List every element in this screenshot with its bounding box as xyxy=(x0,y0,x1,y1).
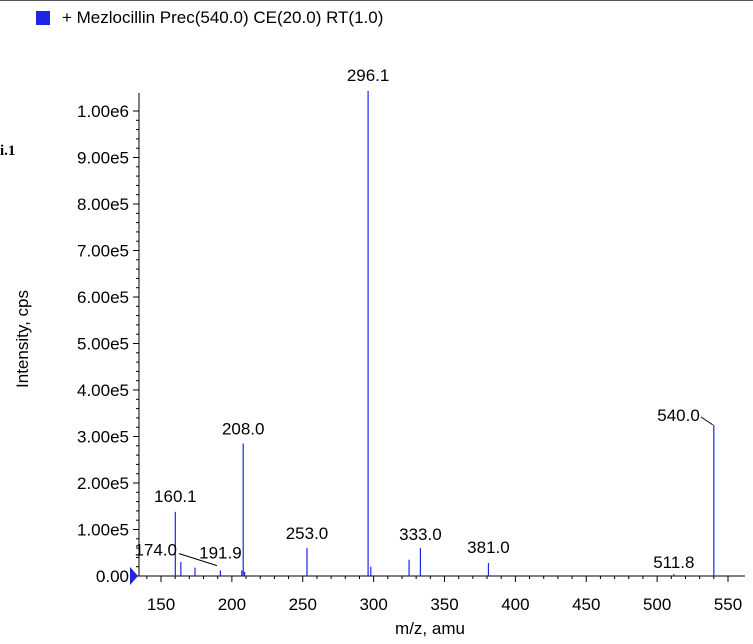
peak-labels: 296.1 208.0 160.1 253.0 333.0 381.0 174.0 191.9… xyxy=(134,66,714,572)
side-label: i.1 xyxy=(0,143,16,159)
x-axis: 150 200 250 300 350 400 450 500 550 xyxy=(103,575,745,614)
peak-label: 160.1 xyxy=(154,487,197,506)
peak-label-leader xyxy=(700,416,714,426)
x-tick-label: 250 xyxy=(289,595,317,614)
peak-label: 333.0 xyxy=(399,525,442,544)
x-tick-label: 200 xyxy=(218,595,246,614)
legend-label: + Mezlocillin Prec(540.0) CE(20.0) RT(1.… xyxy=(62,8,384,27)
x-tick-label: 150 xyxy=(147,595,175,614)
peak-label-leader xyxy=(178,553,218,567)
legend: + Mezlocillin Prec(540.0) CE(20.0) RT(1.… xyxy=(36,7,383,29)
y-tick-label: 1.00e6 xyxy=(77,102,129,121)
peak-label: 208.0 xyxy=(222,419,265,438)
y-tick-label: 9.00e5 xyxy=(77,149,129,168)
peak-label: 540.0 xyxy=(657,406,700,425)
x-tick-label: 500 xyxy=(643,595,671,614)
peak-series xyxy=(174,91,715,576)
peak-label: 253.0 xyxy=(286,524,329,543)
zero-level-marker-icon xyxy=(130,567,138,585)
x-tick-label: 300 xyxy=(359,595,387,614)
y-tick-label: 5.00e5 xyxy=(77,335,129,354)
legend-color-swatch xyxy=(36,11,50,25)
x-tick-label: 550 xyxy=(714,595,742,614)
y-tick-label: 3.00e5 xyxy=(77,428,129,447)
x-axis-label: m/z, amu xyxy=(395,619,465,638)
x-tick-label: 350 xyxy=(430,595,458,614)
y-tick-label: 2.00e5 xyxy=(77,474,129,493)
peak-label: 381.0 xyxy=(467,538,510,557)
peak-label: 174.0 xyxy=(134,541,177,560)
top-border-line xyxy=(0,0,753,1)
y-tick-label: 4.00e5 xyxy=(77,381,129,400)
y-tick-label: 1.00e5 xyxy=(77,521,129,540)
y-tick-label: 0.00 xyxy=(96,567,129,586)
peak-label: 511.8 xyxy=(653,553,694,572)
x-tick-label: 400 xyxy=(501,595,529,614)
y-tick-label: 8.00e5 xyxy=(77,195,129,214)
y-tick-label: 7.00e5 xyxy=(77,242,129,261)
peak-label: 296.1 xyxy=(347,66,390,85)
y-tick-label: 6.00e5 xyxy=(77,288,129,307)
y-axis-label: Intensity, cps xyxy=(13,290,32,388)
peak-label: 191.9 xyxy=(199,543,242,562)
x-tick-label: 450 xyxy=(572,595,600,614)
y-axis: 0.00 1.00e5 2.00e5 3.00e5 4.00e5 5.00e5 6.00e5… xyxy=(77,93,140,586)
